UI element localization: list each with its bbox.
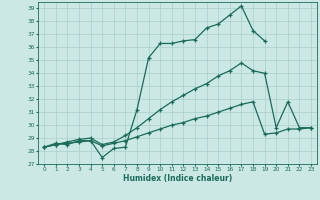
X-axis label: Humidex (Indice chaleur): Humidex (Indice chaleur) [123,174,232,183]
